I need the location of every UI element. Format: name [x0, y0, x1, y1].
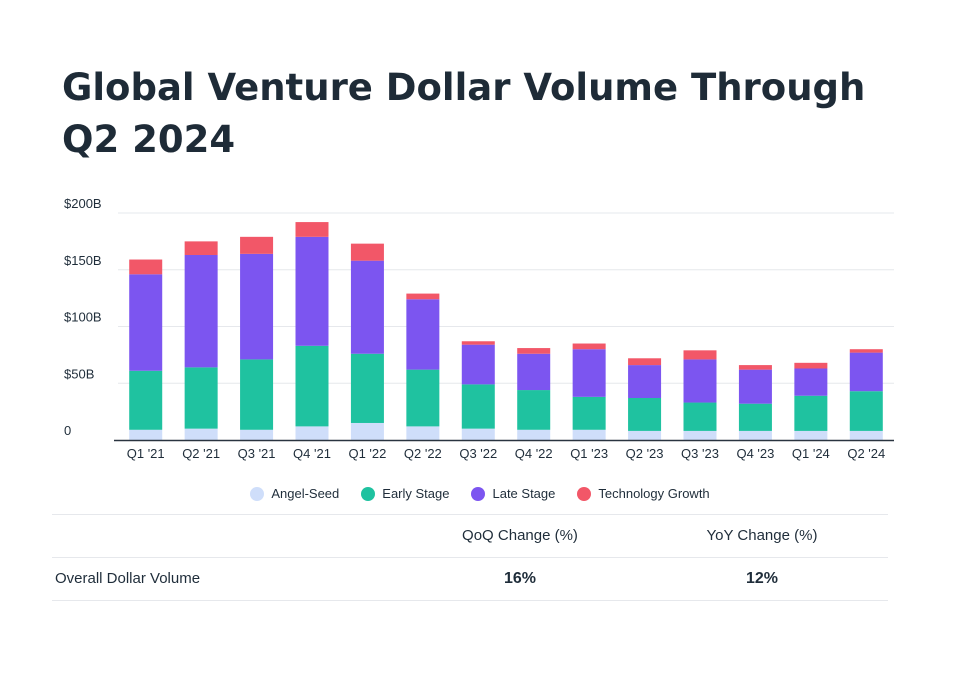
x-tick-label: Q1 '24	[792, 446, 830, 461]
bar-early-stage	[461, 384, 495, 429]
bar-late-stage	[461, 344, 495, 385]
bar-early-stage	[849, 391, 883, 431]
legend-swatch-early-stage	[361, 486, 376, 501]
bar-technology-growth	[461, 341, 495, 345]
bar-technology-growth	[517, 348, 551, 354]
bar-late-stage	[628, 365, 662, 399]
bar-early-stage	[129, 370, 163, 430]
x-tick-label: Q3 '22	[459, 446, 497, 461]
bar-angel-seed	[295, 426, 329, 440]
legend-swatch-angel-seed	[250, 486, 265, 501]
bar-early-stage	[517, 390, 551, 430]
summary-qoq-value: 16%	[503, 570, 537, 587]
bar-technology-growth	[184, 241, 218, 255]
y-tick-label: $200B	[64, 196, 102, 211]
summary-header-row: QoQ Change (%) YoY Change (%)	[52, 514, 888, 557]
bar-late-stage	[738, 369, 772, 404]
bar-angel-seed	[350, 422, 384, 440]
bar-angel-seed	[406, 426, 440, 440]
bar-angel-seed	[683, 430, 717, 440]
x-tick-label: Q2 '24	[847, 446, 885, 461]
bar-early-stage	[406, 369, 440, 427]
bar-technology-growth	[406, 293, 440, 300]
x-tick-label: Q4 '23	[736, 446, 774, 461]
bar-technology-growth	[628, 358, 662, 366]
summary-header-qoq: QoQ Change (%)	[462, 527, 578, 544]
bar-early-stage	[240, 359, 274, 430]
x-tick-label: Q2 '23	[626, 446, 664, 461]
legend-label-technology-growth: Technology Growth	[598, 486, 710, 501]
bar-late-stage	[184, 254, 218, 368]
summary-header-yoy: YoY Change (%)	[706, 527, 818, 544]
bar-angel-seed	[517, 429, 551, 440]
bar-late-stage	[295, 236, 329, 346]
x-tick-label: Q2 '22	[404, 446, 442, 461]
y-tick-label: $150B	[64, 253, 102, 268]
bar-late-stage	[406, 299, 440, 370]
bar-early-stage	[295, 345, 329, 427]
summary-table: QoQ Change (%) YoY Change (%) Overall Do…	[52, 514, 888, 601]
bar-early-stage	[350, 353, 384, 423]
legend-label-late-stage: Late Stage	[492, 486, 556, 501]
legend-item-angel-seed: Angel-Seed	[250, 486, 339, 501]
bar-technology-growth	[350, 243, 384, 261]
bar-technology-growth	[794, 362, 828, 369]
bar-technology-growth	[849, 349, 883, 353]
legend-label-angel-seed: Angel-Seed	[271, 486, 340, 501]
bar-late-stage	[129, 274, 163, 371]
x-tick-label: Q1 '22	[348, 446, 386, 461]
x-tick-label: Q1 '21	[127, 446, 165, 461]
bar-late-stage	[350, 260, 384, 354]
bar-angel-seed	[461, 428, 495, 440]
bar-angel-seed	[738, 430, 772, 440]
chart-title: Global Venture Dollar Volume Through Q2 …	[62, 66, 866, 161]
y-tick-label: $50B	[64, 366, 94, 381]
x-tick-label: Q3 '23	[681, 446, 719, 461]
bar-late-stage	[572, 349, 606, 397]
summary-row-label: Overall Dollar Volume	[55, 570, 201, 587]
bar-angel-seed	[794, 430, 828, 440]
bar-early-stage	[683, 402, 717, 431]
bar-technology-growth	[129, 259, 163, 275]
bar-late-stage	[849, 352, 883, 392]
y-tick-label: $100B	[64, 310, 102, 325]
x-tick-label: Q2 '21	[182, 446, 220, 461]
bar-early-stage	[572, 396, 606, 430]
bar-early-stage	[184, 367, 218, 429]
bar-late-stage	[517, 353, 551, 391]
bar-early-stage	[628, 398, 662, 431]
legend-label-early-stage: Early Stage	[382, 486, 450, 501]
bar-late-stage	[683, 359, 717, 403]
legend-swatch-technology-growth	[577, 486, 592, 501]
bar-angel-seed	[129, 429, 163, 440]
bar-angel-seed	[628, 430, 662, 440]
summary-row-overall: Overall Dollar Volume 16% 12%	[52, 557, 888, 601]
y-tick-label: 0	[64, 423, 71, 438]
bar-early-stage	[738, 403, 772, 431]
bar-angel-seed	[240, 429, 274, 440]
bar-technology-growth	[738, 365, 772, 370]
bar-late-stage	[794, 368, 828, 396]
chart-legend: Angel-Seed Early Stage Late Stage Techno…	[0, 486, 960, 501]
legend-item-technology-growth: Technology Growth	[577, 486, 710, 501]
x-tick-label: Q4 '21	[293, 446, 331, 461]
x-tick-label: Q1 '23	[570, 446, 608, 461]
bar-technology-growth	[240, 236, 274, 254]
bar-technology-growth	[295, 222, 329, 237]
legend-item-early-stage: Early Stage	[361, 486, 449, 501]
stacked-bar-chart: 0 $50B $100B $150B $200B Q1 '21 Q2 '21 Q3 '21 Q4…	[64, 196, 894, 461]
bar-late-stage	[240, 253, 274, 360]
legend-swatch-late-stage	[471, 486, 486, 501]
bar-angel-seed	[184, 428, 218, 440]
legend-item-late-stage: Late Stage	[471, 486, 555, 501]
bar-technology-growth	[572, 343, 606, 350]
summary-yoy-value: 12%	[745, 570, 779, 587]
x-tick-label: Q4 '22	[515, 446, 553, 461]
bar-angel-seed	[849, 430, 883, 440]
bar-early-stage	[794, 395, 828, 431]
bar-technology-growth	[683, 350, 717, 360]
x-tick-label: Q3 '21	[238, 446, 276, 461]
bar-angel-seed	[572, 429, 606, 440]
